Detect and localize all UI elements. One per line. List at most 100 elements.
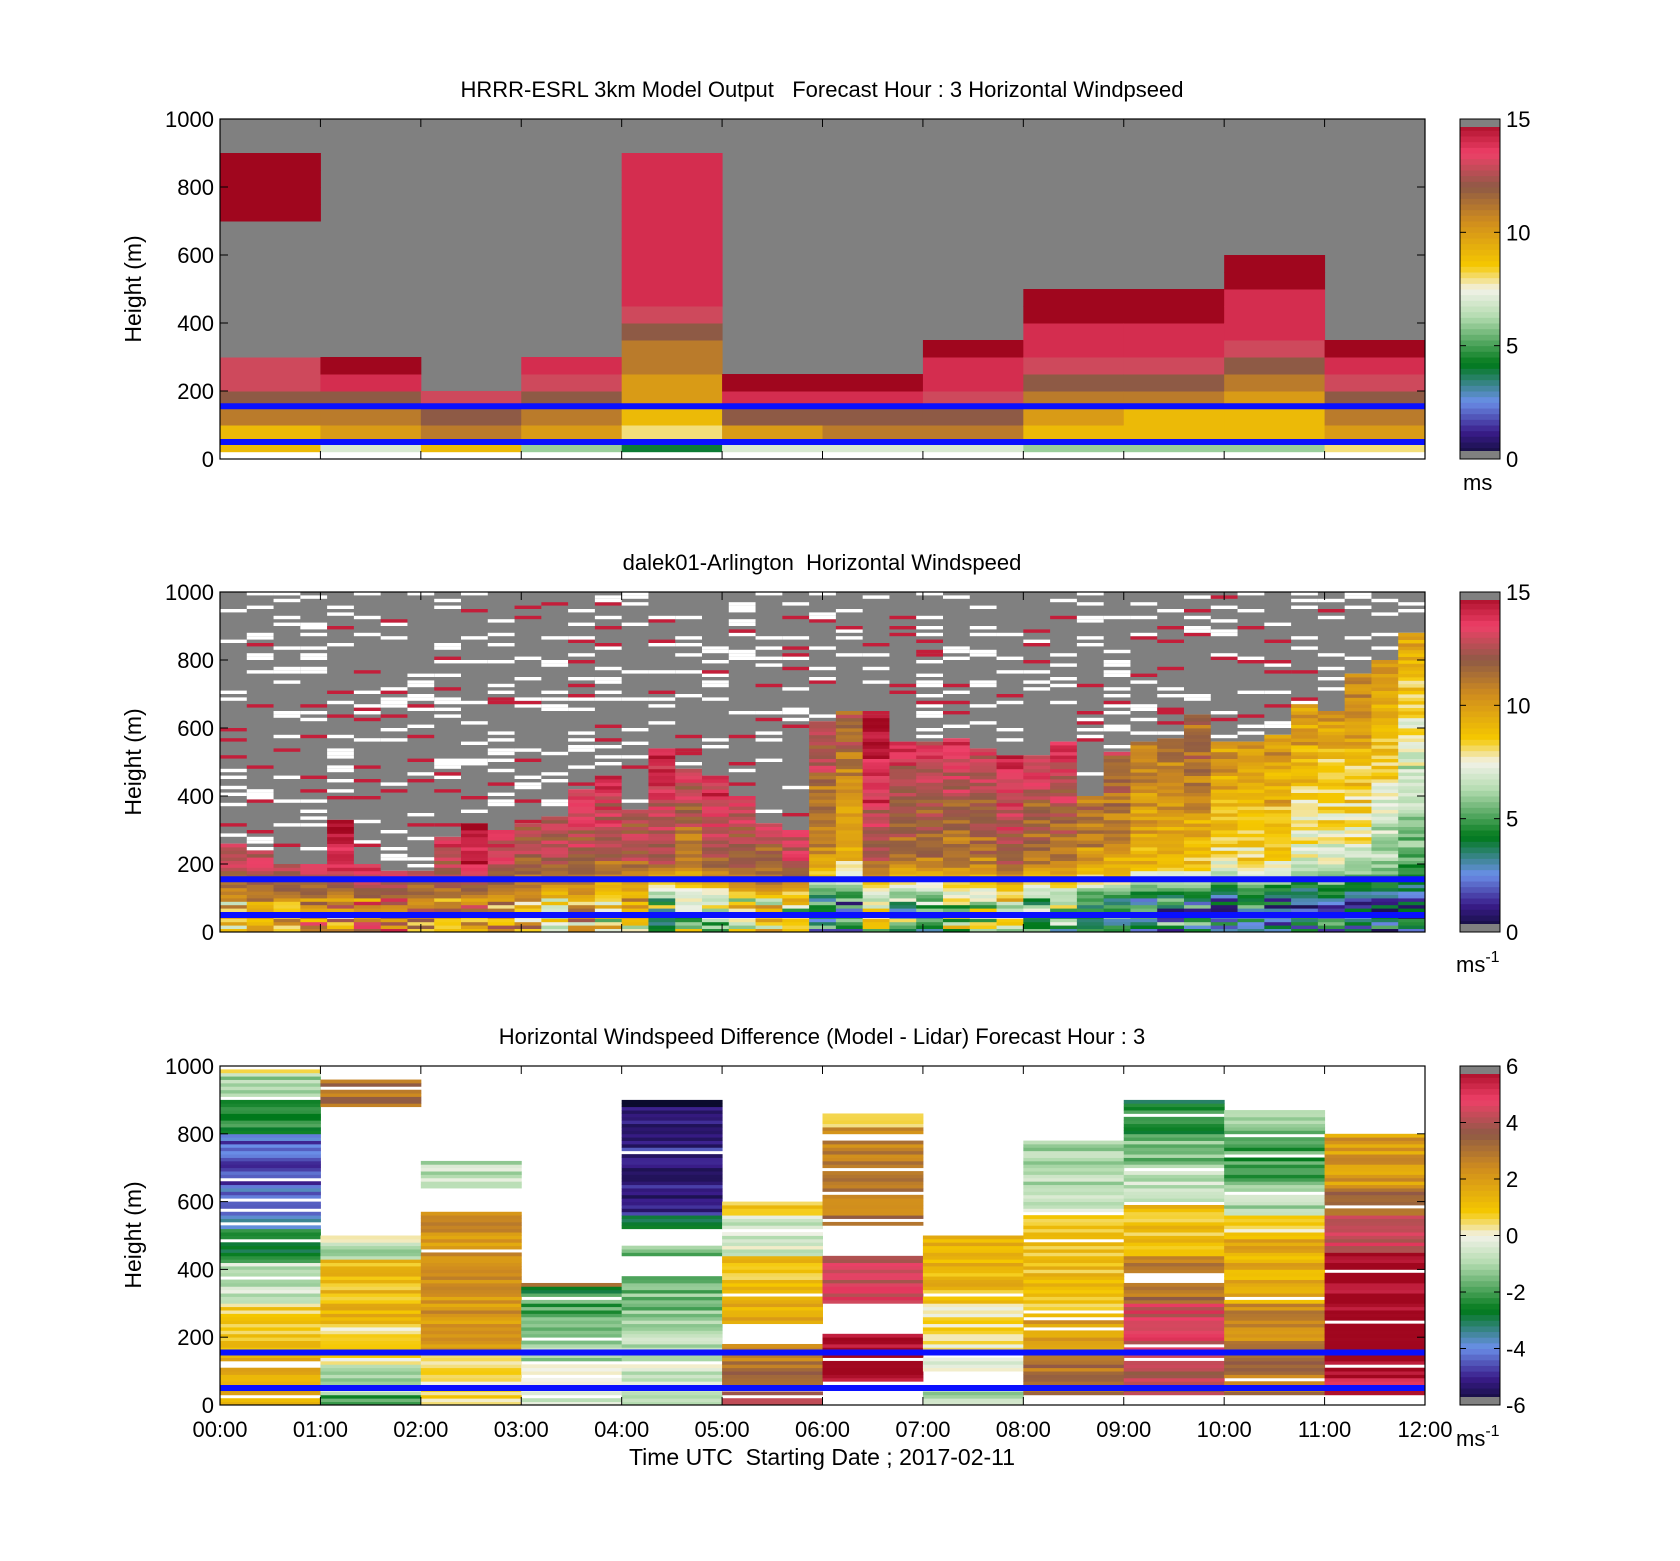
heatmap-cell xyxy=(521,1289,623,1294)
heatmap-cell xyxy=(1237,840,1265,844)
heatmap-cell xyxy=(1103,704,1131,708)
heatmap-cell xyxy=(1184,904,1212,909)
heatmap-cell xyxy=(809,898,837,902)
heatmap-cell xyxy=(420,1306,522,1311)
heatmap-cell xyxy=(1324,1150,1425,1155)
heatmap-cell xyxy=(1023,819,1051,824)
heatmap-cell xyxy=(702,683,730,688)
heatmap-cell xyxy=(809,785,837,790)
heatmap-cell xyxy=(1371,864,1399,868)
x-tick-label: 01:00 xyxy=(293,1417,348,1442)
heatmap-cell xyxy=(407,894,435,899)
heatmap-cell xyxy=(1103,816,1131,821)
heatmap-cell xyxy=(353,707,382,711)
heatmap-cell xyxy=(1317,717,1346,722)
heatmap-cell xyxy=(889,741,917,746)
heatmap-cell xyxy=(1317,881,1346,885)
heatmap-cell xyxy=(1157,925,1185,929)
heatmap-cell xyxy=(809,714,837,718)
heatmap-cell xyxy=(1344,734,1372,739)
heatmap-cell xyxy=(420,1272,522,1277)
heatmap-cell xyxy=(434,857,462,861)
heatmap-cell xyxy=(521,1320,623,1325)
heatmap-cell xyxy=(809,857,837,861)
heatmap-cell xyxy=(1210,765,1239,770)
heatmap-cell xyxy=(675,768,703,773)
heatmap-cell xyxy=(621,1167,723,1172)
heatmap-cell xyxy=(1157,857,1185,861)
heatmap-cell xyxy=(273,884,301,889)
heatmap-cell xyxy=(722,1218,823,1223)
heatmap-cell xyxy=(648,870,676,875)
heatmap-cell xyxy=(1291,775,1319,780)
colorbar-segment xyxy=(1460,597,1500,604)
heatmap-cell xyxy=(648,921,676,926)
heatmap-cell xyxy=(1317,921,1346,926)
heatmap-cell xyxy=(1023,408,1125,426)
heatmap-cell xyxy=(1324,1310,1425,1314)
heatmap-cell xyxy=(862,666,890,671)
heatmap-cell xyxy=(1224,1310,1326,1314)
heatmap-cell xyxy=(782,602,810,606)
heatmap-cell xyxy=(621,1354,723,1358)
heatmap-cell xyxy=(1023,629,1051,633)
heatmap-cell xyxy=(594,626,623,630)
heatmap-cell xyxy=(943,898,971,902)
heatmap-cell xyxy=(353,840,382,844)
heatmap-cell xyxy=(1224,1204,1326,1209)
heatmap-cell xyxy=(521,1299,623,1304)
heatmap-cell xyxy=(327,843,355,848)
heatmap-cell xyxy=(1103,755,1131,759)
heatmap-cell xyxy=(1103,833,1131,838)
heatmap-cell xyxy=(1130,731,1158,735)
heatmap-cell xyxy=(220,894,248,899)
heatmap-cell xyxy=(702,843,730,848)
heatmap-cell xyxy=(1076,813,1105,817)
heatmap-cell xyxy=(1023,1225,1125,1230)
heatmap-cell xyxy=(220,357,321,375)
heatmap-cell xyxy=(1184,694,1212,698)
heatmap-cell xyxy=(420,1259,522,1264)
heatmap-cell xyxy=(1023,1255,1125,1260)
heatmap-cell xyxy=(246,904,275,909)
heatmap-cell xyxy=(943,813,971,817)
heatmap-cell xyxy=(621,830,649,834)
heatmap-cell xyxy=(728,867,757,872)
heatmap-cell xyxy=(809,731,837,736)
heatmap-cell xyxy=(728,891,757,895)
heatmap-cell xyxy=(809,843,837,848)
heatmap-cell xyxy=(434,697,462,701)
heatmap-cell xyxy=(220,1130,321,1135)
heatmap-cell xyxy=(755,717,783,722)
heatmap-cell xyxy=(320,408,422,426)
heatmap-cell xyxy=(755,921,783,926)
heatmap-cell xyxy=(1130,636,1158,640)
heatmap-cell xyxy=(407,680,435,684)
heatmap-cell xyxy=(1210,901,1239,906)
colorbar-segment xyxy=(1460,221,1500,228)
heatmap-cell xyxy=(1398,666,1425,671)
heatmap-cell xyxy=(1103,891,1131,895)
heatmap-cell xyxy=(1344,707,1372,712)
heatmap-cell xyxy=(1398,925,1425,929)
heatmap-cell xyxy=(1291,789,1319,793)
heatmap-cell xyxy=(320,1235,422,1240)
colorbar-segment xyxy=(1460,835,1500,842)
heatmap-cell xyxy=(300,864,328,868)
heatmap-cell xyxy=(380,874,408,878)
heatmap-cell xyxy=(1023,670,1051,674)
x-tick-label: 08:00 xyxy=(996,1417,1051,1442)
heatmap-cell xyxy=(621,833,649,838)
heatmap-cell xyxy=(320,1282,422,1287)
heatmap-cell xyxy=(1324,1238,1425,1243)
heatmap-cell xyxy=(1324,1232,1425,1236)
heatmap-cell xyxy=(822,1377,924,1382)
heatmap-cell xyxy=(353,843,382,847)
heatmap-cell xyxy=(1123,1296,1225,1301)
heatmap-cell xyxy=(1291,850,1319,855)
heatmap-cell xyxy=(1157,921,1185,926)
heatmap-cell xyxy=(702,898,730,902)
heatmap-cell xyxy=(648,697,676,701)
heatmap-cell xyxy=(220,1371,321,1375)
